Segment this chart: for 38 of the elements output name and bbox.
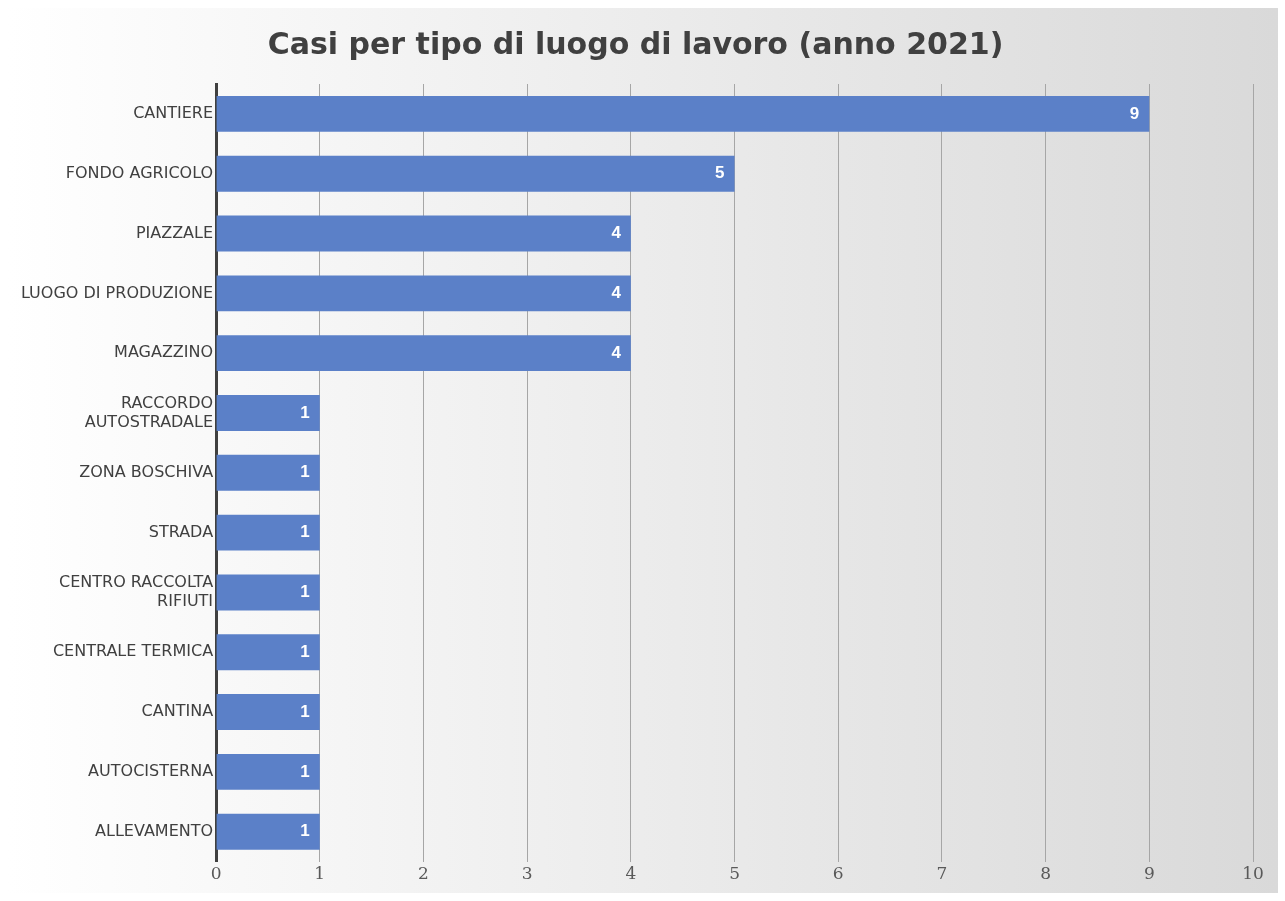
x-tick-label: 8 [1040, 863, 1052, 884]
data-label: 4 [611, 223, 622, 243]
data-label: 1 [300, 522, 310, 542]
x-tick-label: 10 [1242, 863, 1264, 884]
data-label: 1 [300, 462, 310, 482]
chart-title: Casi per tipo di luogo di lavoro (anno 2021) [267, 25, 1004, 61]
x-tick-label: 4 [625, 863, 637, 884]
x-tick-label: 6 [832, 863, 844, 884]
data-label: 1 [300, 641, 310, 661]
x-tick-label: 1 [314, 863, 326, 884]
data-label: 1 [300, 821, 310, 841]
y-tick-label: CENTRALE TERMICA [52, 641, 214, 661]
x-tick-label: 7 [936, 863, 948, 884]
data-label: 1 [300, 761, 310, 781]
data-label: 4 [611, 342, 622, 362]
y-tick-label: MAGAZZINO [114, 342, 214, 362]
x-tick-label: 5 [729, 863, 740, 884]
data-label: 1 [300, 582, 310, 602]
y-tick-label: RACCORDO AUTOSTRADALE [84, 392, 214, 431]
y-tick-label: ZONA BOSCHIVA [79, 461, 214, 481]
y-tick-label: STRADA [148, 521, 214, 541]
x-tick-label: 2 [418, 863, 429, 884]
y-tick-label: CANTINA [141, 701, 214, 721]
data-label: 5 [715, 163, 725, 183]
data-label: 4 [611, 283, 622, 303]
y-tick-label: PIAZZALE [135, 222, 214, 242]
data-label: 9 [1129, 103, 1140, 123]
y-tick-label: LUOGO DI PRODUZIONE [20, 282, 214, 302]
y-tick-label: AUTOCISTERNA [88, 761, 214, 781]
data-label: 1 [300, 701, 310, 721]
x-tick-label: 9 [1143, 863, 1155, 884]
y-tick-label: FONDO AGRICOLO [65, 162, 214, 182]
data-label: 1 [300, 402, 310, 422]
x-tick-label: 0 [210, 863, 222, 884]
y-tick-label: CANTIERE [133, 103, 214, 123]
y-tick-label: CENTRO RACCOLTA RIFIUTI [59, 571, 214, 611]
y-tick-label: ALLEVAMENTO [95, 820, 214, 840]
x-tick-label: 3 [521, 863, 533, 884]
